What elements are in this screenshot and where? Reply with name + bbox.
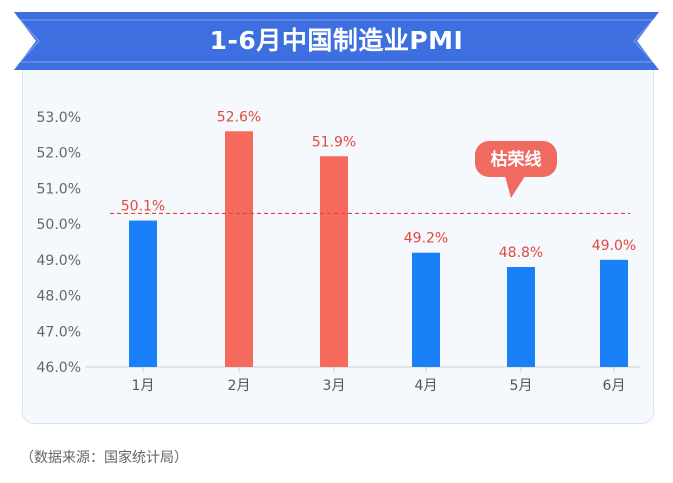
- bar-value-label: 49.0%: [592, 238, 636, 254]
- threshold-callout-pointer: [505, 176, 525, 198]
- bar-2: [225, 131, 253, 367]
- bar-value-label: 52.6%: [217, 109, 261, 125]
- y-tick-label: 47.0%: [37, 324, 81, 340]
- bar-value-label: 51.9%: [312, 134, 356, 150]
- bar-6: [600, 259, 628, 367]
- x-tick-label: 4月: [415, 378, 438, 394]
- y-tick-label: 51.0%: [37, 181, 81, 197]
- y-tick-label: 49.0%: [37, 253, 81, 269]
- bar-value-label: 49.2%: [404, 231, 448, 247]
- threshold-callout: [475, 141, 557, 177]
- x-tick-label: 6月: [603, 378, 626, 394]
- threshold-label: 枯荣线: [491, 149, 542, 170]
- bar-5: [507, 267, 535, 367]
- banner-ribbon-shape: [14, 12, 659, 70]
- x-tick-label: 2月: [228, 378, 251, 394]
- bar-value-label: 50.1%: [121, 199, 165, 215]
- y-tick-label: 46.0%: [37, 360, 81, 376]
- y-tick-label: 52.0%: [37, 146, 81, 162]
- bar-4: [412, 252, 440, 367]
- y-tick-label: 53.0%: [37, 110, 81, 126]
- chart-title: 1-6月中国制造业PMI: [209, 26, 464, 55]
- data-source-note: （数据来源：国家统计局）: [20, 450, 188, 466]
- bar-3: [320, 156, 348, 367]
- x-tick-label: 5月: [510, 378, 533, 394]
- bar-1: [129, 220, 157, 367]
- y-tick-label: 50.0%: [37, 217, 81, 233]
- bar-value-label: 48.8%: [499, 245, 543, 261]
- x-tick-label: 3月: [323, 378, 346, 394]
- x-tick-label: 1月: [132, 378, 155, 394]
- title-banner: 1-6月中国制造业PMI: [14, 12, 659, 70]
- y-tick-label: 48.0%: [37, 289, 81, 305]
